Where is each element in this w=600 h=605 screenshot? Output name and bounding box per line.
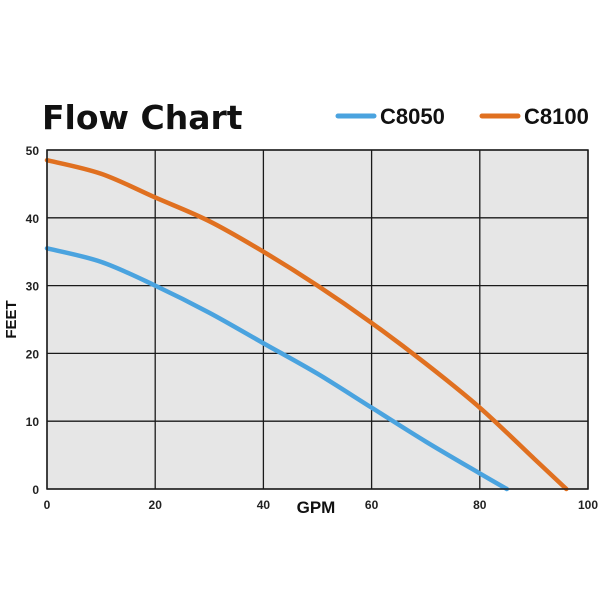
y-axis-ticks: 0 10 20 30 40 50 [26,144,40,497]
plot-area [47,150,588,489]
y-axis-label: FEET [3,300,20,338]
legend-label-c8100: C8100 [524,104,589,129]
chart-title: Flow Chart [42,98,243,137]
x-tick-label: 40 [257,498,271,512]
y-tick-label: 30 [26,280,40,294]
legend: C8050 C8100 [338,104,589,129]
x-tick-label: 80 [473,498,487,512]
y-tick-label: 50 [26,144,40,158]
y-tick-label: 0 [32,483,39,497]
x-tick-label: 60 [365,498,379,512]
x-axis-label: GPM [297,498,336,517]
x-tick-label: 100 [578,498,598,512]
y-tick-label: 10 [26,415,40,429]
y-tick-label: 20 [26,347,40,361]
x-tick-label: 0 [44,498,51,512]
y-tick-label: 40 [26,212,40,226]
x-tick-label: 20 [149,498,163,512]
legend-label-c8050: C8050 [380,104,445,129]
